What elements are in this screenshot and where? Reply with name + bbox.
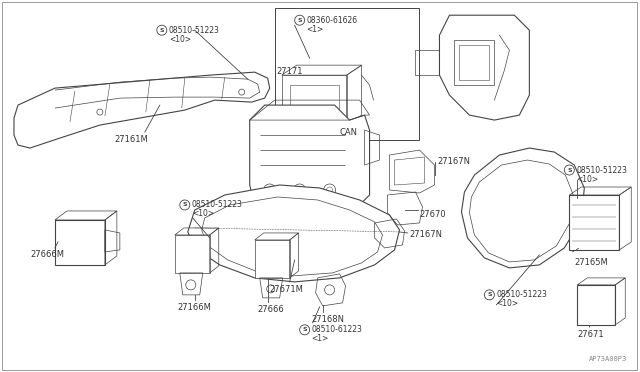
Text: <10>: <10> (169, 35, 191, 44)
Text: S: S (159, 28, 164, 33)
Text: CAN: CAN (340, 128, 358, 137)
Polygon shape (577, 285, 615, 325)
Text: 27666M: 27666M (30, 250, 64, 259)
Text: S: S (487, 292, 492, 297)
Text: 27671: 27671 (577, 330, 604, 339)
Text: S: S (302, 327, 307, 332)
Polygon shape (440, 15, 529, 120)
Text: 27165M: 27165M (574, 258, 608, 267)
Text: 27166M: 27166M (178, 303, 212, 312)
Text: <10>: <10> (497, 299, 518, 308)
Text: 27666: 27666 (258, 305, 284, 314)
Polygon shape (461, 148, 584, 268)
Text: 08510-51223: 08510-51223 (192, 201, 243, 209)
Text: AP73A00P3: AP73A00P3 (589, 356, 627, 362)
Text: 27168N: 27168N (312, 315, 344, 324)
Text: 27167N: 27167N (410, 230, 442, 239)
Text: S: S (182, 202, 187, 208)
Polygon shape (255, 240, 290, 278)
Text: 08510-51223: 08510-51223 (169, 26, 220, 35)
Text: <10>: <10> (192, 209, 214, 218)
Polygon shape (55, 220, 105, 265)
Text: 08510-51223: 08510-51223 (497, 291, 547, 299)
Text: 08360-61626: 08360-61626 (307, 16, 358, 25)
Text: <10>: <10> (576, 174, 598, 183)
Text: 08510-51223: 08510-51223 (576, 166, 627, 174)
Text: 27161M: 27161M (115, 135, 148, 144)
Text: S: S (298, 18, 302, 23)
Polygon shape (175, 235, 210, 273)
Polygon shape (250, 105, 369, 215)
Text: 27171: 27171 (276, 67, 303, 76)
Text: S: S (567, 167, 572, 173)
Text: <1>: <1> (312, 334, 329, 343)
Text: 27670: 27670 (419, 210, 446, 219)
Text: <1>: <1> (307, 25, 324, 34)
Text: 27671M: 27671M (269, 285, 303, 294)
Polygon shape (188, 185, 399, 282)
Text: 08510-61223: 08510-61223 (312, 326, 362, 334)
Text: 27167N: 27167N (438, 157, 470, 166)
Polygon shape (570, 195, 620, 250)
